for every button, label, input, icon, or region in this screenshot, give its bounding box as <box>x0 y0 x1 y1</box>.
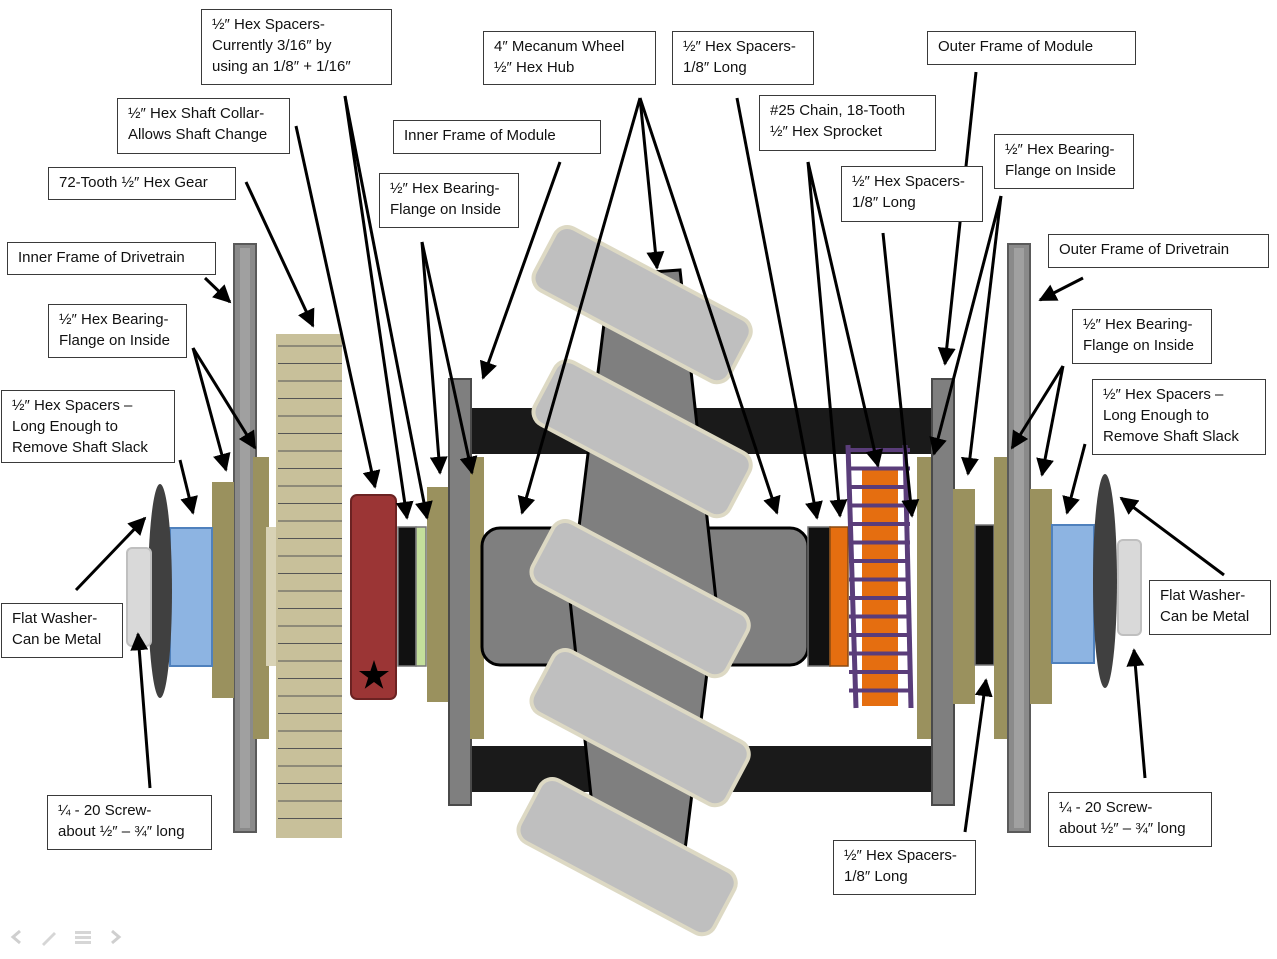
spacer-black-right <box>807 526 831 667</box>
label-outer-frame-module: Outer Frame of Module <box>927 31 1136 65</box>
bearing-center-body <box>427 487 449 702</box>
washer-right <box>1117 539 1142 636</box>
mecanum-rollers <box>516 225 753 937</box>
washer-left <box>126 547 152 647</box>
screw-head-right <box>1093 474 1117 688</box>
hex-gear <box>276 334 342 838</box>
arrow-left-icon[interactable] <box>6 926 28 948</box>
spacer-orange <box>829 526 849 667</box>
label-chain-sprocket: #25 Chain, 18-Tooth ½″ Hex Sprocket <box>759 95 936 151</box>
outer-frame-module <box>931 378 955 806</box>
label-mecanum-wheel: 4″ Mecanum Wheel ½″ Hex Hub <box>483 31 656 85</box>
label-bearing-right-lower: ½″ Hex Bearing- Flange on Inside <box>1072 309 1212 364</box>
label-spacers-long-right: ½″ Hex Spacers – Long Enough to Remove S… <box>1092 379 1266 455</box>
chain-side <box>845 444 859 709</box>
bearing-right-module-flange <box>917 457 933 739</box>
hex-gear-teeth <box>278 345 342 819</box>
menu-icon[interactable] <box>72 926 94 948</box>
screw-head-left <box>148 484 172 698</box>
spacer-black-left <box>397 526 417 667</box>
inner-frame-module <box>448 378 472 806</box>
hex-gear-hub <box>266 527 278 666</box>
blue-spacer-right <box>1051 524 1095 664</box>
label-hex-spacers-mid-right: ½″ Hex Spacers- 1/8″ Long <box>841 166 983 222</box>
star-icon <box>359 660 389 689</box>
bearing-outer-flange <box>994 457 1010 739</box>
bearing-center-flange <box>470 457 484 739</box>
leader-arrows <box>74 71 1225 833</box>
chain <box>845 444 914 709</box>
bearing-left-flange <box>253 457 269 739</box>
label-screw-right: ¼ - 20 Screw- about ½″ – ¾″ long <box>1048 792 1212 847</box>
label-spacers-long-left: ½″ Hex Spacers – Long Enough to Remove S… <box>1 390 175 463</box>
label-shaft-collar: ½″ Hex Shaft Collar- Allows Shaft Change <box>117 98 290 154</box>
spacer-black-outer <box>974 524 995 666</box>
label-outer-frame-drivetrain: Outer Frame of Drivetrain <box>1048 234 1269 268</box>
bearing-outer-body <box>1030 489 1052 704</box>
spacer-green-left <box>415 526 427 667</box>
label-bearing-right-upper: ½″ Hex Bearing- Flange on Inside <box>994 134 1134 189</box>
label-bearing-center: ½″ Hex Bearing- Flange on Inside <box>379 173 519 228</box>
bearing-left-body <box>212 482 234 698</box>
label-hex-spacers-3-16: ½″ Hex Spacers- Currently 3/16″ by using… <box>201 9 392 85</box>
pen-icon[interactable] <box>38 926 60 948</box>
slideshow-toolbar <box>6 926 136 948</box>
roller <box>531 359 753 519</box>
roller <box>516 777 738 937</box>
label-washer-right: Flat Washer- Can be Metal <box>1149 580 1271 635</box>
label-hex-spacers-bottom: ½″ Hex Spacers- 1/8″ Long <box>833 840 976 895</box>
roller <box>529 648 751 808</box>
label-inner-frame-module: Inner Frame of Module <box>393 120 601 154</box>
bearing-right-module-body <box>953 489 975 704</box>
arrow-right-icon[interactable] <box>104 926 126 948</box>
label-hex-gear: 72-Tooth ½″ Hex Gear <box>48 167 236 200</box>
roller <box>531 225 753 385</box>
shaft-collar <box>350 494 397 700</box>
sprocket <box>862 470 898 706</box>
label-bearing-left: ½″ Hex Bearing- Flange on Inside <box>48 304 187 358</box>
roller <box>529 519 751 679</box>
label-washer-left: Flat Washer- Can be Metal <box>1 603 123 658</box>
label-hex-spacers-top-right: ½″ Hex Spacers- 1/8″ Long <box>672 31 814 85</box>
blue-spacer-left <box>169 527 213 667</box>
label-inner-frame-drivetrain: Inner Frame of Drivetrain <box>7 242 216 275</box>
label-screw-left: ¼ - 20 Screw- about ½″ – ¾″ long <box>47 795 212 850</box>
